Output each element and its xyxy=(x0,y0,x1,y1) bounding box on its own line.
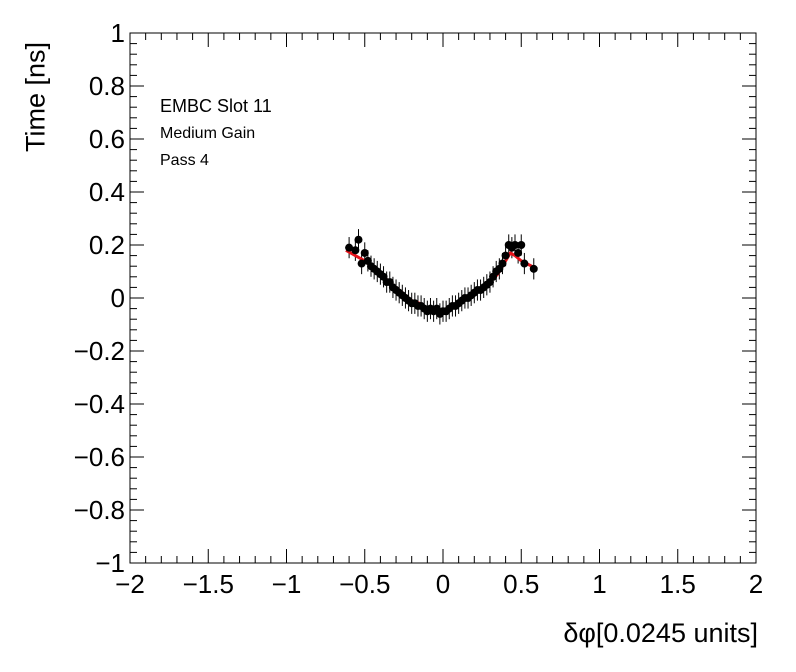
data-point xyxy=(360,248,369,257)
y-tick-label: −0.2 xyxy=(74,336,125,366)
data-point xyxy=(514,248,523,257)
data-point xyxy=(501,251,510,260)
y-tick-label: 1 xyxy=(111,18,125,48)
annotation-pass: Pass 4 xyxy=(160,152,209,169)
x-tick-label: −1 xyxy=(272,569,302,599)
annotation-slot: EMBC Slot 11 xyxy=(160,96,272,116)
x-tick-label: 1 xyxy=(592,569,606,599)
data-point xyxy=(517,241,526,249)
y-tick-label: 0.8 xyxy=(89,71,125,101)
data-point xyxy=(520,259,529,268)
tick-labels: −2 −1.5 −1 −0.5 0 0.5 1 1.5 2 −1 −0.8 −0.6 −0.4 −0.2 0… xyxy=(74,18,764,599)
y-axis-label-container: Time [ns] xyxy=(16,32,56,162)
y-tick-label: −0.4 xyxy=(74,389,125,419)
y-tick-label: −1 xyxy=(95,548,125,578)
x-tick-label: −2 xyxy=(115,569,145,599)
y-tick-label: −0.6 xyxy=(74,442,125,472)
y-tick-label: 0.4 xyxy=(89,177,125,207)
x-tick-label: 1.5 xyxy=(660,569,696,599)
data-point xyxy=(498,259,507,268)
data-point xyxy=(357,259,366,268)
y-tick-label: 0.2 xyxy=(89,230,125,260)
data-point xyxy=(345,243,354,252)
y-tick-label: −0.8 xyxy=(74,495,125,525)
y-axis-label: Time [ns] xyxy=(20,41,51,153)
y-tick-label: 0 xyxy=(111,283,125,313)
data-point xyxy=(510,241,519,249)
x-tick-label: 0.5 xyxy=(503,569,539,599)
x-tick-label: −0.5 xyxy=(339,569,390,599)
x-tick-label: −1.5 xyxy=(183,569,234,599)
data-points xyxy=(345,235,538,318)
x-tick-label: 2 xyxy=(749,569,763,599)
x-axis-label: δφ[0.0245 units] xyxy=(563,618,758,648)
x-tick-label: 0 xyxy=(436,569,450,599)
y-tick-label: 0.6 xyxy=(89,124,125,154)
data-point xyxy=(354,235,363,244)
tick-marks xyxy=(129,32,757,564)
plot-frame xyxy=(129,32,757,564)
data-point xyxy=(351,246,360,255)
annotation-gain: Medium Gain xyxy=(160,125,256,142)
data-point xyxy=(529,264,538,273)
